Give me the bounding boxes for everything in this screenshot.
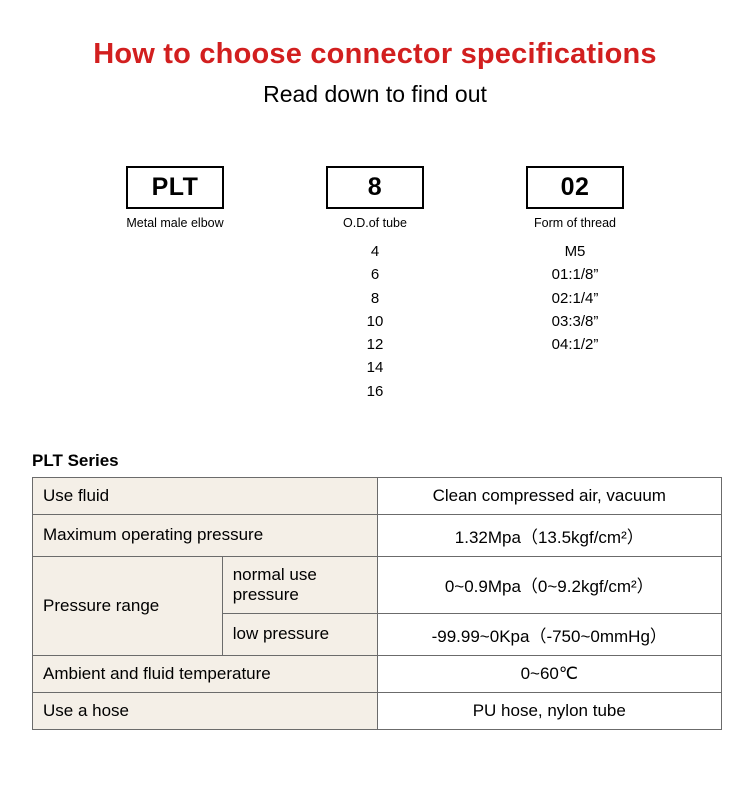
option: 01:1/8”: [552, 263, 599, 286]
table-row: Pressure range normal use pressure 0~0.9…: [33, 556, 722, 613]
code-legend: PLT Metal male elbow 8 O.D.of tube 4 6 8…: [0, 166, 750, 403]
option: 6: [367, 263, 384, 286]
code-column-thread: 02 Form of thread M5 01:1/8” 02:1/4” 03:…: [510, 166, 640, 403]
page-subtitle: Read down to find out: [0, 81, 750, 108]
spec-sublabel: low pressure: [222, 613, 377, 655]
option: 02:1/4”: [552, 287, 599, 310]
table-row: Ambient and fluid temperature 0~60℃: [33, 655, 722, 692]
page-title: How to choose connector specifications: [0, 38, 750, 71]
spec-label: Use fluid: [33, 477, 378, 514]
section-title: PLT Series: [32, 451, 750, 471]
option: 14: [367, 356, 384, 379]
table-row: Use a hose PU hose, nylon tube: [33, 692, 722, 729]
code-options-od: 4 6 8 10 12 14 16: [367, 240, 384, 403]
spec-value: 0~0.9Mpa（0~9.2kgf/cm²）: [377, 556, 721, 613]
option: 8: [367, 287, 384, 310]
option: M5: [552, 240, 599, 263]
code-box-od: 8: [326, 166, 424, 209]
option: 10: [367, 310, 384, 333]
code-column-od: 8 O.D.of tube 4 6 8 10 12 14 16: [310, 166, 440, 403]
option: 12: [367, 333, 384, 356]
code-box-model: PLT: [126, 166, 224, 209]
option: 16: [367, 380, 384, 403]
option: 03:3/8”: [552, 310, 599, 333]
code-box-thread: 02: [526, 166, 624, 209]
code-label-od: O.D.of tube: [343, 216, 407, 230]
option: 04:1/2”: [552, 333, 599, 356]
spec-value: 1.32Mpa（13.5kgf/cm²）: [377, 514, 721, 556]
code-column-model: PLT Metal male elbow: [110, 166, 240, 403]
spec-value: 0~60℃: [377, 655, 721, 692]
table-row: Maximum operating pressure 1.32Mpa（13.5k…: [33, 514, 722, 556]
specs-table: Use fluid Clean compressed air, vacuum M…: [32, 477, 722, 730]
code-label-model: Metal male elbow: [126, 216, 223, 230]
page-root: How to choose connector specifications R…: [0, 38, 750, 730]
spec-value: Clean compressed air, vacuum: [377, 477, 721, 514]
spec-value: PU hose, nylon tube: [377, 692, 721, 729]
code-options-thread: M5 01:1/8” 02:1/4” 03:3/8” 04:1/2”: [552, 240, 599, 356]
option: 4: [367, 240, 384, 263]
spec-label-pressure-range: Pressure range: [33, 556, 223, 655]
spec-label: Ambient and fluid temperature: [33, 655, 378, 692]
spec-sublabel: normal use pressure: [222, 556, 377, 613]
spec-label: Maximum operating pressure: [33, 514, 378, 556]
spec-label: Use a hose: [33, 692, 378, 729]
spec-value: -99.99~0Kpa（-750~0mmHg）: [377, 613, 721, 655]
table-row: Use fluid Clean compressed air, vacuum: [33, 477, 722, 514]
code-label-thread: Form of thread: [534, 216, 616, 230]
